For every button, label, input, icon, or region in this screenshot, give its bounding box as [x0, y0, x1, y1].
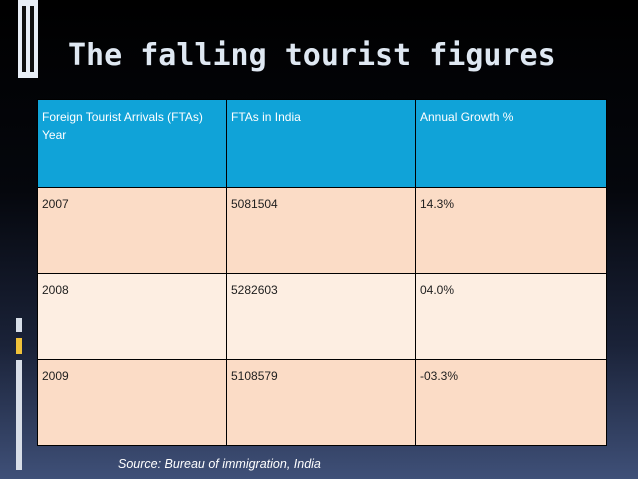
- cell-growth: 14.3%: [415, 187, 607, 274]
- slide-title: The falling tourist figures: [68, 38, 556, 73]
- cell-ftas: 5282603: [226, 273, 416, 360]
- decor-bar: [16, 318, 22, 332]
- table-row: 2009 5108579 -03.3%: [37, 359, 607, 446]
- cell-year-text: 2008: [42, 283, 69, 297]
- header-year: Foreign Tourist Arrivals (FTAs) Year: [37, 99, 227, 188]
- cell-ftas: 5108579: [226, 359, 416, 446]
- decor-bar: [16, 338, 22, 354]
- header-year-label: Foreign Tourist Arrivals (FTAs) Year: [42, 110, 203, 142]
- header-growth: Annual Growth %: [415, 99, 607, 188]
- cell-growth: 04.0%: [415, 273, 607, 360]
- cell-year: 2007: [37, 187, 227, 274]
- header-ftas: FTAs in India: [226, 99, 416, 188]
- cell-ftas-text: 5282603: [231, 283, 278, 297]
- decor-bar: [22, 6, 26, 72]
- cell-year: 2009: [37, 359, 227, 446]
- cell-year: 2008: [37, 273, 227, 360]
- cell-year-text: 2009: [42, 369, 69, 383]
- cell-growth-text: -03.3%: [420, 369, 459, 383]
- table-header-row: Foreign Tourist Arrivals (FTAs) Year FTA…: [37, 99, 607, 188]
- table-row: 2007 5081504 14.3%: [37, 187, 607, 274]
- cell-ftas-text: 5081504: [231, 197, 278, 211]
- header-growth-label: Annual Growth %: [420, 110, 514, 124]
- decor-bar: [18, 0, 38, 78]
- cell-year-text: 2007: [42, 197, 69, 211]
- table-row: 2008 5282603 04.0%: [37, 273, 607, 360]
- cell-ftas-text: 5108579: [231, 369, 278, 383]
- decorative-side-bars: [0, 0, 40, 479]
- tourist-arrivals-table: Foreign Tourist Arrivals (FTAs) Year FTA…: [37, 99, 607, 446]
- cell-growth-text: 14.3%: [420, 197, 455, 211]
- cell-ftas: 5081504: [226, 187, 416, 274]
- cell-growth: -03.3%: [415, 359, 607, 446]
- cell-growth-text: 04.0%: [420, 283, 455, 297]
- decor-bar: [30, 6, 34, 72]
- source-caption: Source: Bureau of immigration, India: [118, 457, 321, 471]
- decor-bar: [16, 360, 22, 470]
- header-ftas-label: FTAs in India: [231, 110, 301, 124]
